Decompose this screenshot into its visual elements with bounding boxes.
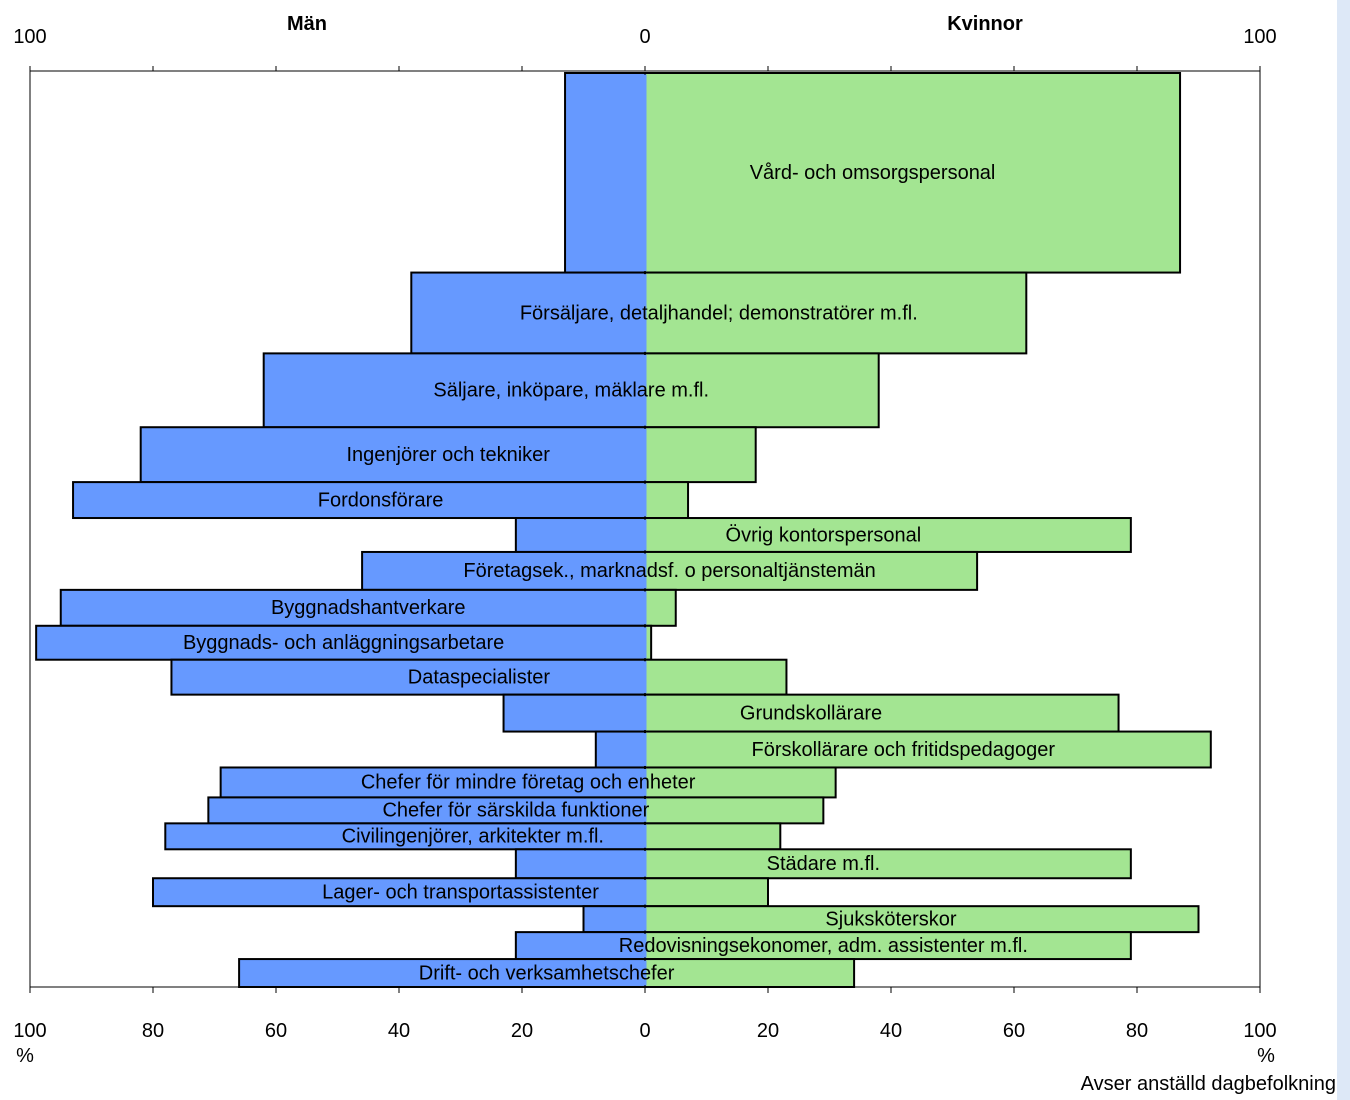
bar-men (514, 931, 646, 961)
bar-men (502, 693, 646, 733)
bar-women (644, 848, 1132, 880)
bar-label: Drift- och verksamhetschefer (419, 962, 675, 984)
bar-men (410, 271, 646, 355)
ticks-layer: 100 80 60 40 20 0 20 40 60 80 100 (13, 66, 1277, 1042)
bar-label: Försäljare, detaljhandel; demonstratörer… (520, 302, 918, 324)
footnote: Avser anställd dagbefolkning (1080, 1073, 1336, 1095)
bar-women (644, 658, 788, 696)
top-center-label: 0 (639, 26, 650, 48)
bar-men (514, 517, 646, 553)
bar-label: Städare m.fl. (767, 853, 880, 875)
bar-women (644, 426, 757, 484)
bar-label: Fordonsförare (318, 489, 444, 511)
top-left-label: 100 (13, 26, 46, 48)
bar-women (644, 958, 856, 989)
bar-men (262, 352, 646, 429)
tick-label-right: 20 (757, 1020, 779, 1042)
bar-women (644, 877, 769, 908)
bar-label: Chefer för särskilda funktioner (382, 800, 649, 822)
tick-label-right: 60 (1003, 1020, 1025, 1042)
tick-label-right: 100 (1243, 1020, 1276, 1042)
header-men: Män (287, 13, 327, 35)
bar-women (644, 822, 782, 851)
bar-women (644, 481, 690, 520)
bar-label: Byggnads- och anläggningsarbetare (183, 632, 504, 654)
bar-men (594, 730, 646, 769)
bar-label: Ingenjörer och tekniker (346, 444, 550, 466)
bars-layer (35, 72, 1212, 989)
bar-men (152, 877, 646, 908)
bar-women (644, 796, 825, 825)
tick-label-right: 40 (880, 1020, 902, 1042)
bar-men (582, 905, 646, 934)
bar-label: Chefer för mindre företag och enheter (361, 772, 696, 794)
tick-label-left: 60 (265, 1020, 287, 1042)
bar-women (644, 766, 837, 799)
bar-men (170, 658, 646, 696)
side-strip (1337, 0, 1350, 1100)
bar-women (644, 730, 1212, 769)
bar-label: Civilingenjörer, arkitekter m.fl. (342, 826, 604, 848)
unit-left: % (16, 1045, 34, 1067)
bar-label: Förskollärare och fritidspedagoger (752, 739, 1056, 761)
bar-label: Säljare, inköpare, mäklare m.fl. (433, 380, 709, 402)
bar-label: Vård- och omsorgspersonal (750, 162, 996, 184)
bar-women (644, 550, 979, 591)
bar-women (644, 931, 1132, 961)
bar-men (514, 848, 646, 880)
bar-women (644, 517, 1132, 553)
bar-men (164, 822, 647, 851)
axes-layer (29, 70, 1261, 988)
tick-label-left: 20 (511, 1020, 533, 1042)
top-right-label: 100 (1243, 26, 1276, 48)
bar-men (219, 766, 646, 799)
header-women: Kvinnor (947, 13, 1023, 35)
tick-label-left: 80 (142, 1020, 164, 1042)
bar-label: Byggnadshantverkare (271, 597, 466, 619)
bar-women (644, 352, 880, 429)
bar-label: Lager- och transportassistenter (322, 881, 599, 903)
bar-men (238, 958, 646, 989)
tick-label-right: 80 (1126, 1020, 1148, 1042)
bar-women (644, 72, 1182, 274)
tick-label-left: 100 (13, 1020, 46, 1042)
bar-label: Företagsek., marknadsf. o personaltjänst… (463, 560, 875, 582)
bar-women (644, 588, 677, 627)
bar-label: Övrig kontorspersonal (726, 524, 922, 546)
bar-men (59, 588, 646, 627)
labels-layer: Vård- och omsorgspersonal Försäljare, det… (183, 162, 1055, 984)
tick-label-left: 0 (639, 1020, 650, 1042)
bar-label: Sjuksköterskor (825, 908, 956, 930)
bar-men (564, 72, 646, 274)
unit-right: % (1257, 1045, 1275, 1067)
bar-label: Dataspecialister (408, 666, 551, 688)
bar-label: Redovisningsekonomer, adm. assistenter m… (619, 935, 1028, 957)
tick-label-left: 40 (388, 1020, 410, 1042)
bar-label: Grundskollärare (740, 702, 882, 724)
